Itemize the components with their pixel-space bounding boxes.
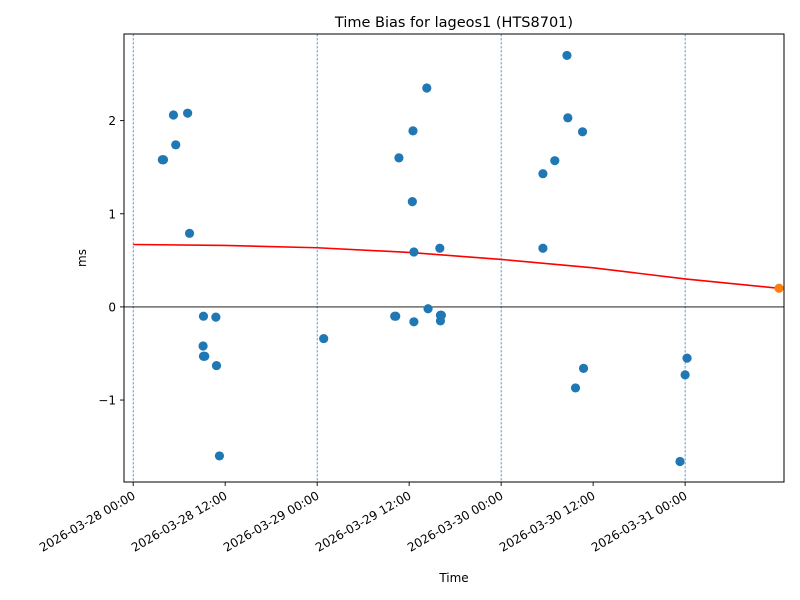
data-point (407, 197, 417, 207)
data-point (409, 317, 419, 327)
plot-area (124, 34, 784, 482)
x-axis-label: Time (438, 571, 468, 585)
data-point (198, 341, 208, 351)
data-point (211, 360, 222, 371)
data-point (538, 243, 548, 253)
y-axis-label: ms (75, 249, 89, 267)
data-point (214, 451, 225, 461)
data-point (423, 304, 433, 314)
data-point (682, 353, 692, 363)
prediction-point (774, 283, 784, 293)
data-point (168, 110, 179, 120)
y-tick-label: 2 (108, 114, 116, 128)
data-point (422, 83, 432, 93)
data-point (675, 456, 685, 467)
data-point (570, 383, 581, 393)
data-point (200, 351, 210, 361)
data-point (577, 127, 588, 137)
data-point (436, 310, 446, 320)
data-point (562, 50, 572, 61)
y-tick-label: 1 (108, 207, 116, 221)
data-point (435, 243, 445, 253)
plot-frame (123, 33, 785, 483)
data-point (538, 169, 548, 179)
data-point (563, 113, 573, 123)
data-point (319, 333, 329, 344)
data-point (391, 311, 401, 321)
data-point (408, 126, 418, 136)
data-point (550, 156, 560, 166)
chart-title: Time Bias for lageos1 (HTS8701) (334, 15, 573, 31)
data-point (211, 312, 221, 322)
data-point (171, 140, 181, 150)
data-point (158, 155, 169, 165)
y-tick-label: −1 (98, 394, 116, 408)
data-point (198, 311, 209, 321)
data-point (578, 363, 589, 373)
data-point (183, 108, 193, 118)
fit-curve (133, 243, 780, 290)
data-point (184, 228, 195, 238)
data-point (409, 247, 419, 257)
data-point (680, 370, 690, 380)
y-tick-label: 0 (108, 300, 116, 314)
data-point (394, 153, 404, 163)
